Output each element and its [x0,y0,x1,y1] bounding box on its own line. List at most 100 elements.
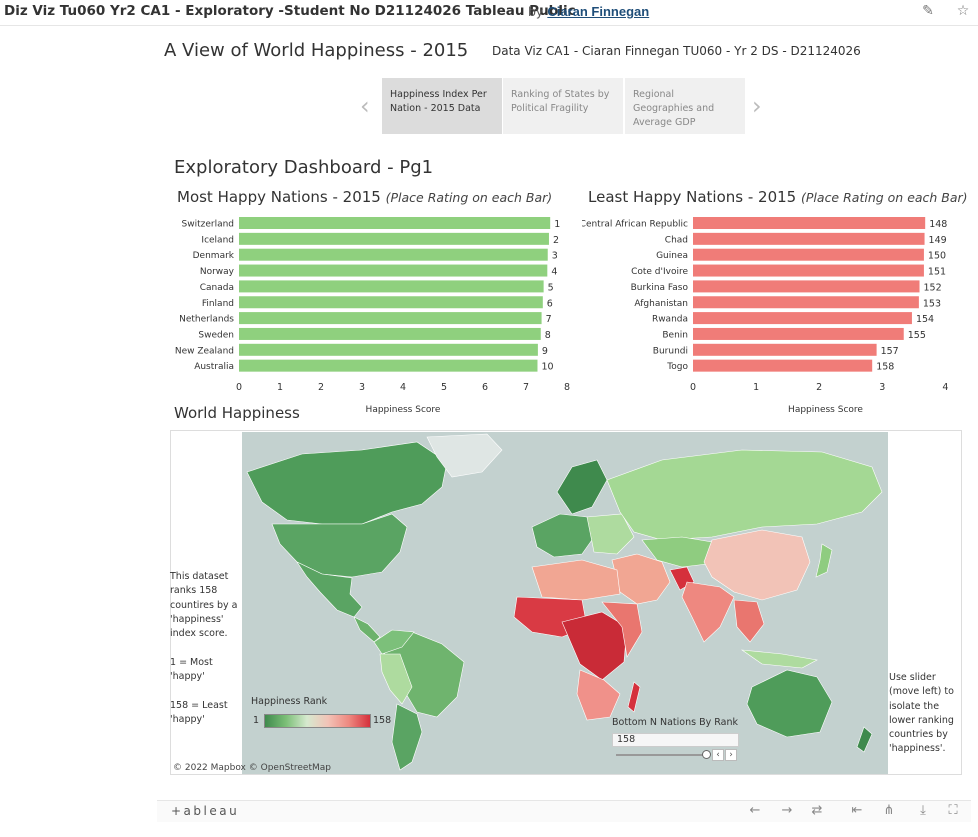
author-link[interactable]: Ciaran Finnegan [547,4,650,19]
legend-title: Happiness Rank [251,696,328,707]
redo-icon[interactable]: → [781,803,793,818]
unhappy-bar[interactable] [693,232,925,245]
happy-category-label: Switzerland [182,220,235,230]
slider-decrement-button[interactable]: ‹ [712,749,724,761]
central-america[interactable] [353,616,381,643]
country-greenland [426,433,503,478]
top-bar: Diz Viz Tu060 Yr2 CA1 - Exploratory -Stu… [0,0,978,26]
unhappy-category-label: Guinea [656,251,688,261]
country-australia[interactable] [746,669,833,738]
happy-tick-label: 0 [236,382,242,393]
unhappy-bar[interactable] [693,248,924,261]
byline-by: by [528,4,544,19]
happy-bar[interactable] [239,312,542,325]
unhappy-bar[interactable] [693,280,920,293]
unhappy-bar[interactable] [693,312,912,325]
download-icon[interactable]: ⤓ [920,803,926,818]
happy-tick-label: 6 [482,382,488,393]
viz-title: Diz Viz Tu060 Yr2 CA1 - Exploratory -Stu… [4,3,576,19]
reset-icon[interactable]: ⇤ [851,803,863,818]
unhappy-category-label: Chad [665,235,688,245]
favorite-star-icon[interactable]: ☆ [956,3,970,19]
unhappy-rank-label: 152 [924,282,942,293]
least-happy-chart-title: Least Happy Nations - 2015 (Place Rating… [588,188,968,206]
story-tab-happiness-index[interactable]: Happiness Index Per Nation - 2015 Data [382,78,502,134]
happy-rank-label: 5 [548,282,554,293]
happy-category-label: Netherlands [179,315,234,325]
happy-bar[interactable] [239,280,544,293]
unhappy-rank-label: 153 [923,298,941,309]
indonesia[interactable] [740,649,818,669]
country-new-zealand[interactable] [856,726,873,753]
central-africa[interactable] [561,611,628,681]
unhappy-category-label: Burundi [653,346,688,356]
left-note: This dataset ranks 158 countires by a 'h… [170,571,238,725]
unhappy-rank-label: 158 [876,362,894,373]
happy-bar[interactable] [239,217,551,229]
unhappy-bar[interactable] [693,264,924,277]
happy-bar[interactable] [239,248,548,261]
share-icon[interactable]: ⋔ [883,803,895,818]
happy-category-label: Iceland [201,235,234,245]
chevron-left-icon[interactable]: ‹ [360,92,370,120]
country-russia[interactable] [606,449,883,541]
country-usa[interactable] [271,513,408,578]
unhappy-bar[interactable] [693,359,873,372]
happy-rank-label: 7 [546,314,552,325]
bottom-toolbar: +ableau ← → ⇄ ⇤ ⋔ ⤓ ⛶ [157,800,971,822]
happy-bar[interactable] [239,232,549,245]
happy-category-label: Sweden [198,330,234,340]
country-mexico[interactable] [296,561,363,618]
southeast-asia[interactable] [733,599,765,643]
story-tab-regional-gdp[interactable]: Regional Geographies and Average GDP [625,78,745,134]
happy-category-label: Finland [202,299,234,309]
unhappy-category-label: Togo [666,362,688,372]
tableau-logo[interactable]: +ableau [171,804,240,818]
world-happiness-title: World Happiness [174,404,300,422]
southern-africa[interactable] [576,669,621,721]
country-colombia-venezuela[interactable] [373,629,415,655]
happy-rank-label: 10 [541,362,553,373]
europe-west[interactable] [531,513,595,558]
slider-value-input[interactable]: 158 [612,733,739,747]
unhappy-category-label: Rwanda [652,315,688,325]
unhappy-tick-label: 4 [942,382,948,393]
happy-bar[interactable] [239,359,538,372]
country-madagascar[interactable] [627,681,641,713]
unhappy-bar[interactable] [693,296,919,309]
legend-max-label: 158 [373,715,392,726]
country-india[interactable] [681,581,735,643]
europe-east[interactable] [586,513,635,555]
happy-category-label: Norway [200,267,235,277]
edit-icon[interactable]: ✎ [922,3,934,19]
undo-icon[interactable]: ← [749,803,761,818]
slider-track[interactable] [616,754,708,756]
north-africa[interactable] [531,559,621,601]
slider-increment-button[interactable]: › [725,749,737,761]
happy-bar[interactable] [239,343,538,356]
unhappy-bar[interactable] [693,217,926,229]
unhappy-bar[interactable] [693,327,904,340]
unhappy-rank-label: 151 [928,267,946,278]
happy-bar[interactable] [239,264,548,277]
country-argentina-chile[interactable] [391,703,423,771]
fullscreen-icon[interactable]: ⛶ [948,803,958,818]
revert-icon[interactable]: ⇄ [811,803,823,818]
unhappy-tick-label: 2 [816,382,822,393]
east-africa[interactable] [601,601,643,658]
slider-thumb[interactable] [702,750,711,759]
map-attribution: © 2022 Mapbox © OpenStreetMap [173,763,331,773]
unhappy-bar[interactable] [693,343,877,356]
happy-bar[interactable] [239,296,543,309]
chevron-right-icon[interactable]: › [752,92,762,120]
country-canada[interactable] [246,441,448,525]
country-china[interactable] [703,529,811,601]
unhappy-rank-label: 157 [881,346,899,357]
story-tab-political-fragility[interactable]: Ranking of States by Political Fragility [503,78,623,134]
unhappy-rank-label: 148 [929,219,947,230]
happy-bar[interactable] [239,327,541,340]
unhappy-tick-label: 0 [690,382,696,393]
country-japan[interactable] [815,543,833,578]
middle-east[interactable] [611,553,671,605]
country-peru-bolivia[interactable] [379,653,413,705]
